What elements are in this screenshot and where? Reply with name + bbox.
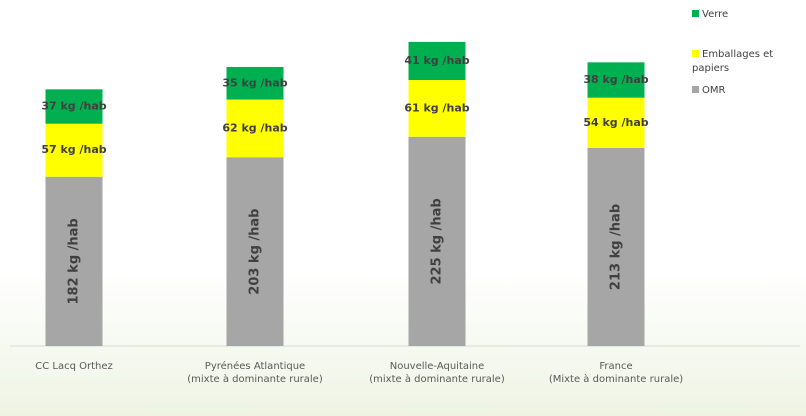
legend-label: OMR bbox=[702, 85, 726, 96]
data-label: 61 kg /hab bbox=[404, 101, 469, 114]
bar-segment bbox=[587, 147, 645, 346]
bar-segment bbox=[45, 123, 103, 177]
x-tick-label: France (Mixte à dominante rurale) bbox=[548, 361, 684, 385]
legend-label: Verre bbox=[702, 9, 729, 20]
data-label: 41 kg /hab bbox=[404, 54, 469, 67]
legend-item: OMR bbox=[692, 84, 802, 98]
x-tick-label: Pyrénées Atlantique (mixte à dominante r… bbox=[187, 361, 323, 385]
legend-swatch bbox=[692, 86, 699, 93]
data-label: 54 kg /hab bbox=[583, 116, 648, 129]
legend-item: Verre bbox=[692, 8, 802, 22]
bar-segment bbox=[226, 67, 284, 100]
data-label: 203 kg /hab bbox=[248, 208, 263, 294]
data-label: 213 kg /hab bbox=[609, 204, 624, 290]
data-label: 62 kg /hab bbox=[222, 121, 287, 134]
bar-segment bbox=[408, 41, 466, 81]
bar-segment bbox=[408, 136, 466, 346]
bar-segment bbox=[587, 97, 645, 148]
data-label: 182 kg /hab bbox=[67, 218, 82, 304]
bar-segment bbox=[226, 99, 284, 158]
x-tick-label: CC Lacq Orthez bbox=[35, 361, 113, 372]
data-label: 225 kg /hab bbox=[430, 198, 445, 284]
data-label: 35 kg /hab bbox=[222, 76, 287, 89]
legend-label: Emballages et papiers bbox=[692, 49, 774, 74]
legend-swatch bbox=[692, 50, 699, 57]
bar-segment bbox=[587, 62, 645, 98]
bar-segment bbox=[408, 80, 466, 137]
legend-item: Emballages et papiers bbox=[692, 48, 792, 76]
data-label: 57 kg /hab bbox=[41, 143, 106, 156]
bar-segment bbox=[226, 157, 284, 346]
x-tick-label: Nouvelle-Aquitaine (mixte à dominante ru… bbox=[369, 361, 505, 385]
data-label: 37 kg /hab bbox=[41, 100, 106, 113]
legend-swatch bbox=[692, 10, 699, 17]
bar-segment bbox=[45, 176, 103, 346]
data-label: 38 kg /hab bbox=[583, 73, 648, 86]
bar-segment bbox=[45, 89, 103, 124]
